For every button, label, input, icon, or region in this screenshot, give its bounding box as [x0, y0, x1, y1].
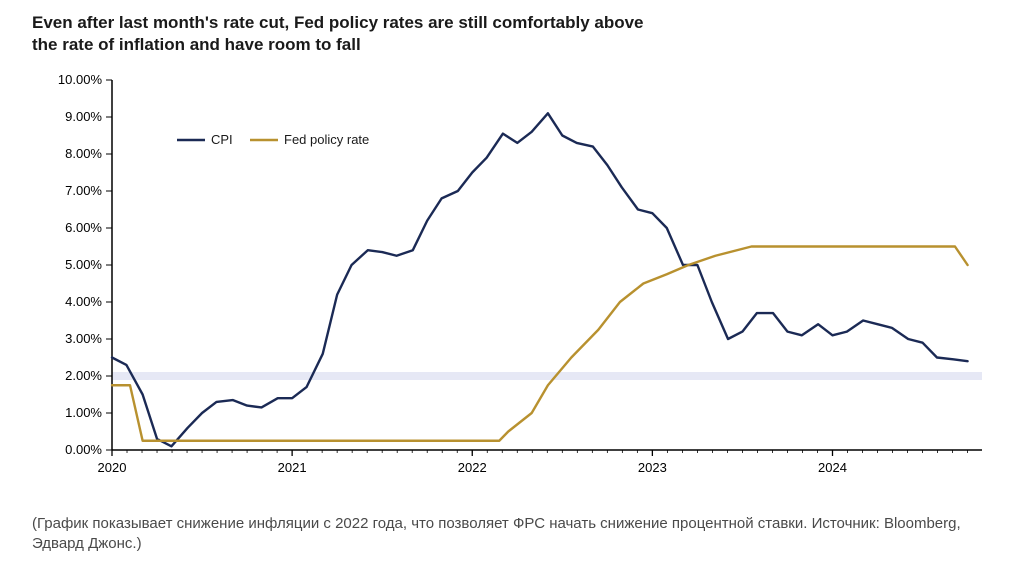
- x-tick-label: 2024: [818, 460, 847, 475]
- legend-label: CPI: [211, 132, 233, 147]
- x-tick-label: 2021: [278, 460, 307, 475]
- y-tick-label: 10.00%: [58, 72, 103, 87]
- title-line-1: Even after last month's rate cut, Fed po…: [32, 13, 644, 32]
- series-cpi: [112, 113, 968, 446]
- x-tick-label: 2020: [98, 460, 127, 475]
- title-line-2: the rate of inflation and have room to f…: [32, 35, 361, 54]
- x-tick-label: 2023: [638, 460, 667, 475]
- series-fed-policy-rate: [112, 247, 968, 441]
- chart-title: Even after last month's rate cut, Fed po…: [32, 12, 1012, 56]
- legend-label: Fed policy rate: [284, 132, 369, 147]
- chart-caption: (График показывает снижение инфляции с 2…: [32, 514, 1012, 555]
- y-tick-label: 1.00%: [65, 405, 102, 420]
- y-tick-label: 4.00%: [65, 294, 102, 309]
- y-tick-label: 5.00%: [65, 257, 102, 272]
- y-tick-label: 7.00%: [65, 183, 102, 198]
- chart-container: Even after last month's rate cut, Fed po…: [0, 0, 1032, 588]
- line-chart-svg: 0.00% 1.00% 2.00% 3.00% 4.00% 5.00% 6.00% 7.00%…: [32, 70, 992, 490]
- chart-area: 0.00% 1.00% 2.00% 3.00% 4.00% 5.00% 6.00% 7.00%…: [32, 70, 992, 490]
- x-tick-label: 2022: [458, 460, 487, 475]
- y-tick-label: 2.00%: [65, 368, 102, 383]
- y-tick-label: 9.00%: [65, 109, 102, 124]
- y-tick-label: 3.00%: [65, 331, 102, 346]
- y-tick-label: 6.00%: [65, 220, 102, 235]
- reference-band: [112, 372, 982, 380]
- y-tick-label: 0.00%: [65, 442, 102, 457]
- y-tick-label: 8.00%: [65, 146, 102, 161]
